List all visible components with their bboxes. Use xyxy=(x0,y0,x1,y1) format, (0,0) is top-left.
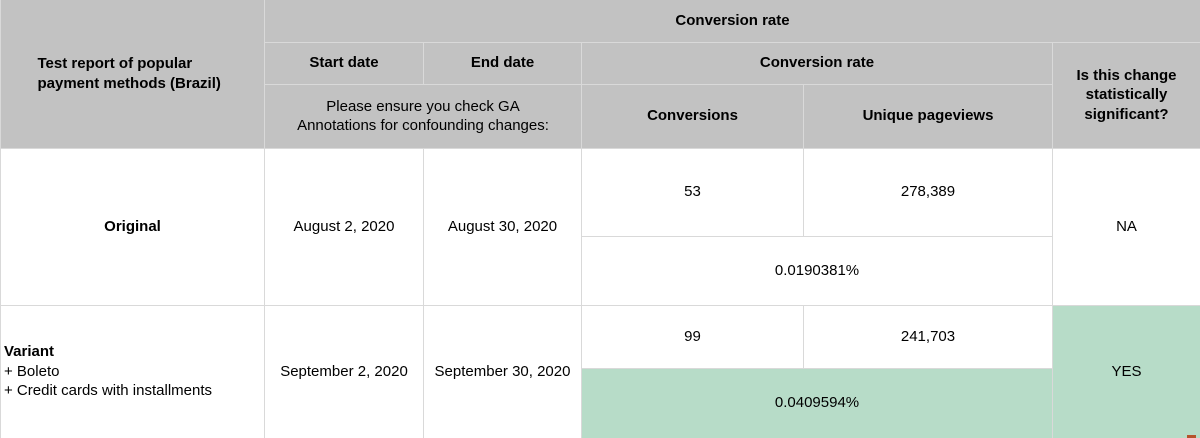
cell-variant-conversion-rate[interactable]: 0.0409594% xyxy=(581,367,1053,438)
cell-original-conversions[interactable]: 53 xyxy=(581,147,804,237)
cell-header-conversions[interactable]: Conversions xyxy=(581,83,804,149)
variant-label-text: Variant xyxy=(4,343,55,361)
cell-header-significance[interactable]: Is this change statistically significant… xyxy=(1051,41,1200,149)
variant-start-date-text: September 2, 2020 xyxy=(280,362,408,380)
cell-ga-annotations-note[interactable]: Please ensure you check GA Annotations f… xyxy=(264,83,582,149)
original-conversion-rate-value: 0.0190381% xyxy=(774,261,860,279)
cell-variant-significant[interactable]: YES xyxy=(1051,304,1200,438)
start-date-header-text: Start date xyxy=(309,54,379,72)
variant-conversion-rate-value: 0.0409594% xyxy=(774,394,860,412)
end-date-header-text: End date xyxy=(470,54,535,72)
variant-label-block: Variant + Boleto + Credit cards with ins… xyxy=(4,342,261,401)
cell-original-unique-pageviews[interactable]: 278,389 xyxy=(803,147,1053,237)
cell-original-significant[interactable]: NA xyxy=(1051,147,1200,306)
cell-original-start-date[interactable]: August 2, 2020 xyxy=(264,147,424,306)
variant-extra-line-credit-cards: + Credit cards with installments xyxy=(4,382,212,400)
cell-header-end-date[interactable]: End date xyxy=(423,41,582,85)
variant-extra-line-boleto: + Boleto xyxy=(4,362,60,380)
original-label-text: Original xyxy=(104,217,161,235)
variant-conversions-value: 99 xyxy=(684,327,701,345)
cell-variant-end-date[interactable]: September 30, 2020 xyxy=(423,304,582,438)
cell-variant-label[interactable]: Variant + Boleto + Credit cards with ins… xyxy=(0,304,265,438)
cell-original-end-date[interactable]: August 30, 2020 xyxy=(423,147,582,306)
original-significant-value: NA xyxy=(1116,217,1137,235)
cell-header-start-date[interactable]: Start date xyxy=(264,41,424,85)
row-original: Original August 2, 2020 August 30, 2020 … xyxy=(0,147,1200,306)
cell-original-label[interactable]: Original xyxy=(0,147,265,306)
banner-text: Conversion rate xyxy=(675,12,790,29)
significance-header-text: Is this change statistically significant… xyxy=(1076,66,1177,123)
conversions-header-text: Conversions xyxy=(647,107,738,125)
cell-original-conversion-rate[interactable]: 0.0190381% xyxy=(581,235,1053,306)
cell-variant-conversions[interactable]: 99 xyxy=(581,304,804,369)
variant-end-date-text: September 30, 2020 xyxy=(434,362,571,380)
variant-significant-value: YES xyxy=(1111,362,1142,380)
original-end-date-text: August 30, 2020 xyxy=(447,217,558,235)
original-start-date-text: August 2, 2020 xyxy=(293,217,395,235)
conversion-rate-group-text: Conversion rate xyxy=(759,54,875,72)
unique-pageviews-header-text: Unique pageviews xyxy=(862,107,994,125)
original-unique-pageviews-value: 278,389 xyxy=(900,183,956,201)
cell-header-unique-pageviews[interactable]: Unique pageviews xyxy=(803,83,1053,149)
original-conversions-value: 53 xyxy=(684,183,701,201)
red-selection-border-fragment xyxy=(1187,435,1196,438)
report-title-text: Test report of popular payment methods (… xyxy=(37,55,221,92)
cell-report-title[interactable]: Test report of popular payment methods (… xyxy=(0,0,265,149)
cell-variant-unique-pageviews[interactable]: 241,703 xyxy=(803,304,1053,369)
ga-note-text: Please ensure you check GA Annotations f… xyxy=(297,97,549,135)
cell-variant-start-date[interactable]: September 2, 2020 xyxy=(264,304,424,438)
cell-banner-conversion-rate[interactable]: Conversion rate xyxy=(263,0,1200,43)
cell-header-conversion-rate-group[interactable]: Conversion rate xyxy=(581,41,1053,85)
variant-unique-pageviews-value: 241,703 xyxy=(900,327,956,345)
row-variant: Variant + Boleto + Credit cards with ins… xyxy=(0,304,1200,438)
